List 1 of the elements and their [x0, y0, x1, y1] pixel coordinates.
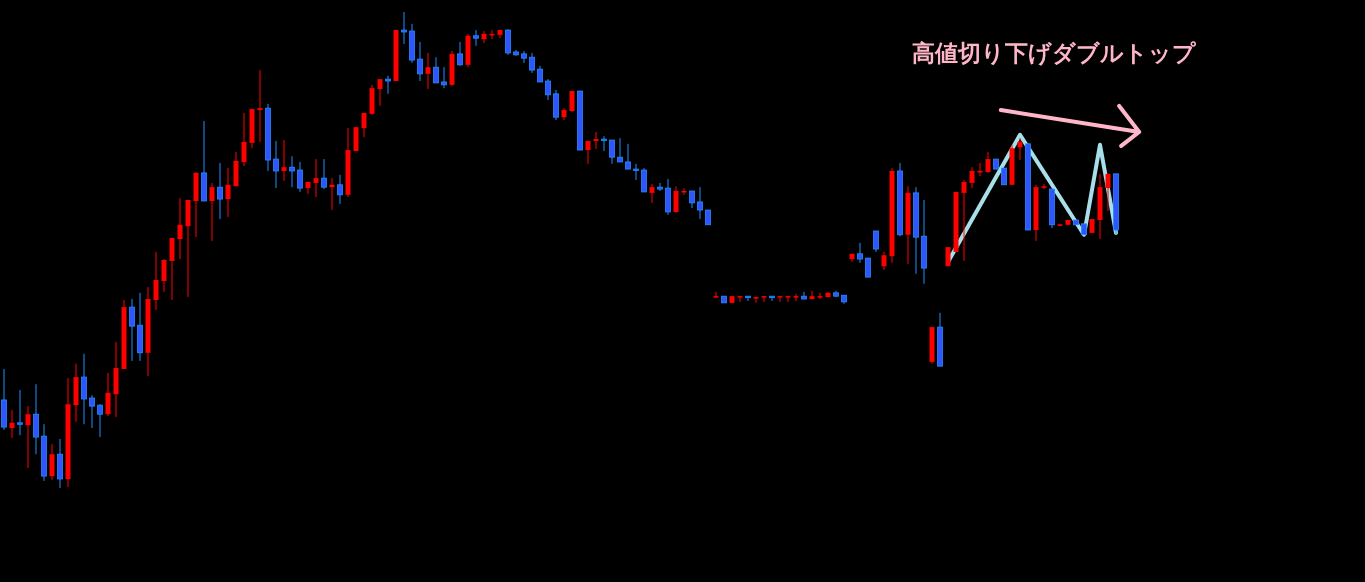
annotation: 高値切り下げダブルトップ: [912, 40, 1197, 66]
